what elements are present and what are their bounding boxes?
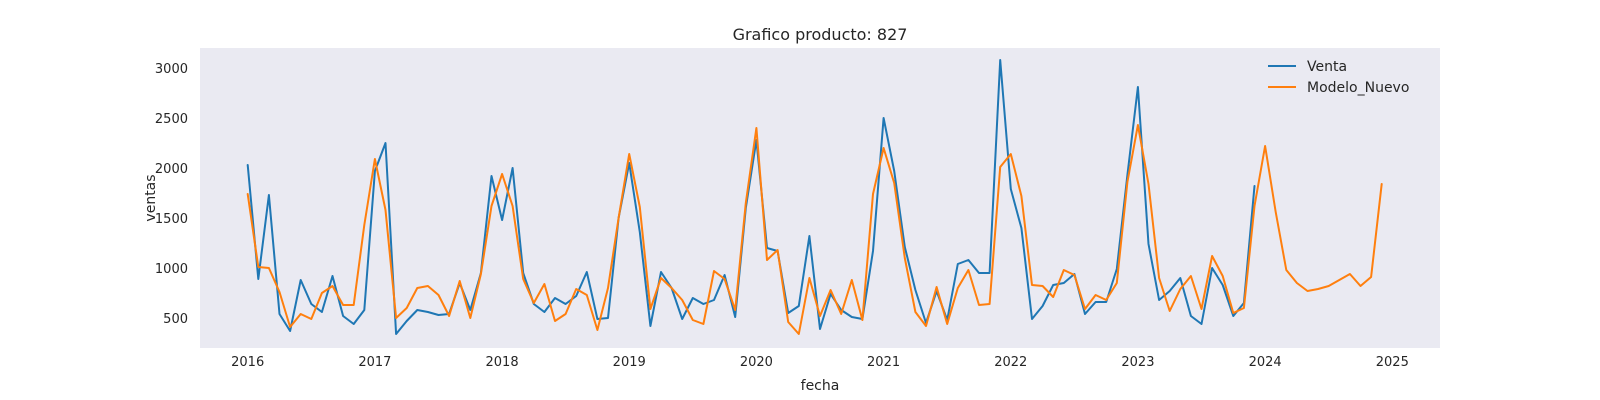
- series-line-venta: [246, 59, 1256, 335]
- y-tick-label: 3000: [155, 62, 188, 77]
- x-tick-label: 2018: [486, 355, 519, 370]
- legend-label: Venta: [1307, 59, 1347, 75]
- y-tick-label: 2500: [155, 112, 188, 127]
- legend: Venta Modelo_Nuevo: [1268, 59, 1409, 96]
- x-tick-label: 2016: [231, 355, 264, 370]
- x-tick-label: 2022: [994, 355, 1027, 370]
- y-tick-label: 1000: [155, 262, 188, 277]
- x-tick-label: 2021: [867, 355, 900, 370]
- x-tick-label: 2020: [740, 355, 773, 370]
- plot-background: [200, 48, 1440, 348]
- x-tick-label: 2024: [1249, 355, 1282, 370]
- y-axis-label: ventas: [143, 174, 159, 221]
- x-axis-label: fecha: [801, 378, 840, 394]
- y-tick-label: 1500: [155, 212, 188, 227]
- legend-label: Modelo_Nuevo: [1307, 80, 1409, 96]
- chart-title: Grafico producto: 827: [733, 25, 908, 44]
- x-tick-label: 2023: [1121, 355, 1154, 370]
- x-tick-label: 2019: [613, 355, 646, 370]
- y-tick-label: 500: [163, 312, 188, 327]
- x-tick-label: 2025: [1376, 355, 1409, 370]
- series-line-modelo-nuevo: [246, 124, 1383, 335]
- y-tick-label: 2000: [155, 162, 188, 177]
- x-tick-label: 2017: [358, 355, 391, 370]
